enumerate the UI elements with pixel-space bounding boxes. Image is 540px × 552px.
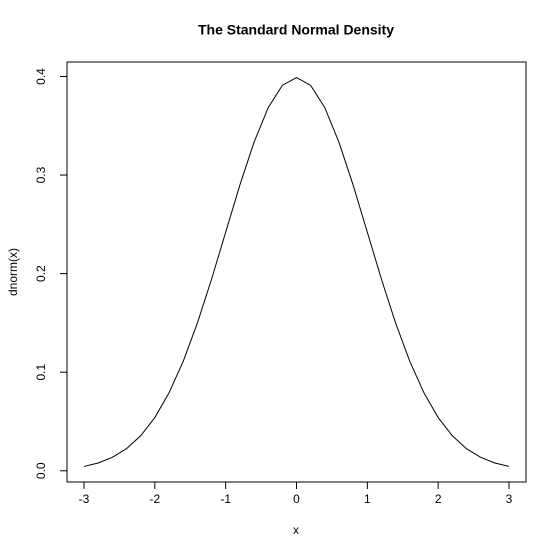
x-tick-label: 2 bbox=[435, 492, 442, 506]
y-tick-label: 0.1 bbox=[34, 364, 48, 381]
density-curve bbox=[83, 77, 510, 467]
x-tick-label: -1 bbox=[220, 492, 231, 506]
x-tick-label: 0 bbox=[293, 492, 300, 506]
x-tick-label: -3 bbox=[79, 492, 90, 506]
x-axis-label: x bbox=[293, 523, 299, 537]
y-tick-label: 0.0 bbox=[34, 462, 48, 479]
y-tick-label: 0.2 bbox=[34, 265, 48, 282]
x-tick-label: 3 bbox=[506, 492, 513, 506]
y-tick-label: 0.4 bbox=[34, 68, 48, 85]
y-axis-label: dnorm(x) bbox=[6, 248, 20, 296]
x-tick-label: -2 bbox=[149, 492, 160, 506]
x-tick-label: 1 bbox=[364, 492, 371, 506]
y-tick-label: 0.3 bbox=[34, 166, 48, 183]
chart-title: The Standard Normal Density bbox=[198, 22, 394, 38]
